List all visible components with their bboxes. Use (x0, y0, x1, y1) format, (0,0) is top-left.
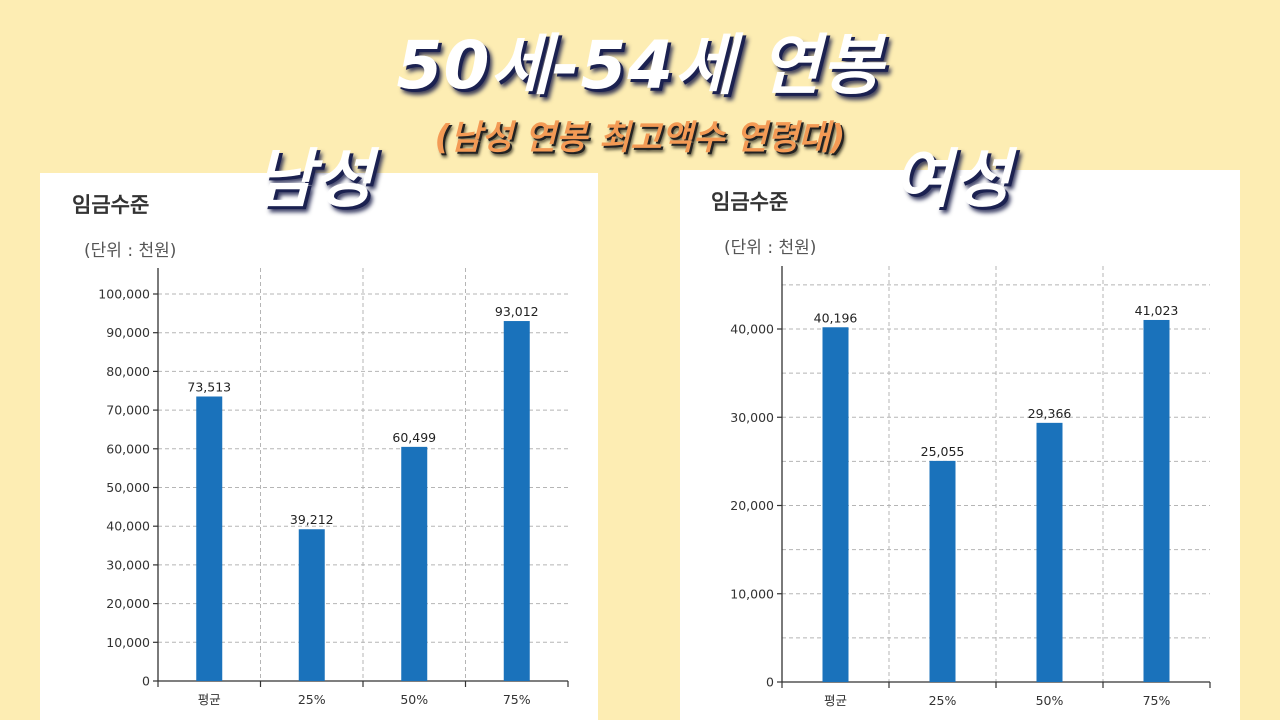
male-y-tick-label: 30,000 (106, 557, 150, 572)
male-y-tick-label: 20,000 (106, 596, 150, 611)
male-y-tick-label: 50,000 (106, 480, 150, 495)
male-y-tick-label: 70,000 (106, 403, 150, 418)
female-bar (1036, 422, 1063, 682)
female-y-tick-label: 0 (766, 675, 774, 690)
male-value-label: 93,012 (495, 304, 539, 319)
female-value-label: 40,196 (814, 310, 858, 325)
female-chart-panel: 임금수준 (단위 : 천원) 0 10,000 20,000 30,000 40,000… (680, 170, 1240, 720)
female-category-label: 50% (1036, 693, 1064, 708)
male-bar (503, 321, 530, 681)
male-bar (298, 529, 325, 681)
female-bar-chart: 0 10,000 20,000 30,000 40,000 40,196 평균 25,055 2… (730, 266, 1211, 708)
male-category-label: 50% (400, 692, 428, 707)
female-chart-title: 임금수준 (711, 190, 789, 214)
female-y-tick-label: 30,000 (730, 410, 774, 425)
female-bar (1143, 319, 1170, 682)
male-value-label: 39,212 (290, 512, 334, 527)
male-y-tick-label: 60,000 (106, 441, 150, 456)
male-bar-chart: 0 10,000 20,000 30,000 40,000 50,000 60,000 70,… (98, 268, 569, 707)
male-y-tick-label: 80,000 (106, 364, 150, 379)
female-category-label: 25% (929, 693, 957, 708)
male-y-tick-label: 0 (142, 674, 150, 689)
male-y-tick-label: 40,000 (106, 519, 150, 534)
male-category-label: 75% (503, 692, 531, 707)
male-chart-panel: 임금수준 (단위 : 천원) 0 10,000 20,000 30,000 40,000… (40, 173, 598, 720)
male-category-label: 평균 (198, 692, 221, 707)
female-category-label: 75% (1143, 693, 1171, 708)
subheadline: (남성 연봉 최고액수 연령대) (434, 118, 846, 158)
female-y-tick-label: 20,000 (730, 498, 774, 513)
male-bar (196, 396, 223, 681)
male-category-label: 25% (298, 692, 326, 707)
male-unit-label: (단위 : 천원) (84, 241, 177, 261)
female-gender-label: 여성 (893, 143, 1011, 217)
male-chart-title: 임금수준 (72, 193, 150, 217)
female-value-label: 41,023 (1135, 303, 1179, 318)
male-y-tick-label: 10,000 (106, 635, 150, 650)
female-bar (929, 460, 956, 682)
female-bar (822, 327, 849, 682)
headline: 50세-54세 연봉 (396, 27, 884, 104)
female-category-label: 평균 (824, 693, 847, 708)
female-y-tick-label: 40,000 (730, 322, 774, 337)
male-value-label: 73,513 (187, 380, 231, 395)
female-y-tick-label: 10,000 (730, 586, 774, 601)
male-gender-label: 남성 (255, 143, 373, 217)
male-value-label: 60,499 (392, 430, 436, 445)
female-unit-label: (단위 : 천원) (724, 238, 817, 258)
male-y-tick-label: 90,000 (106, 325, 150, 340)
male-bar (401, 446, 428, 681)
male-y-tick-label: 100,000 (98, 287, 150, 302)
female-value-label: 25,055 (921, 444, 965, 459)
female-value-label: 29,366 (1028, 406, 1072, 421)
